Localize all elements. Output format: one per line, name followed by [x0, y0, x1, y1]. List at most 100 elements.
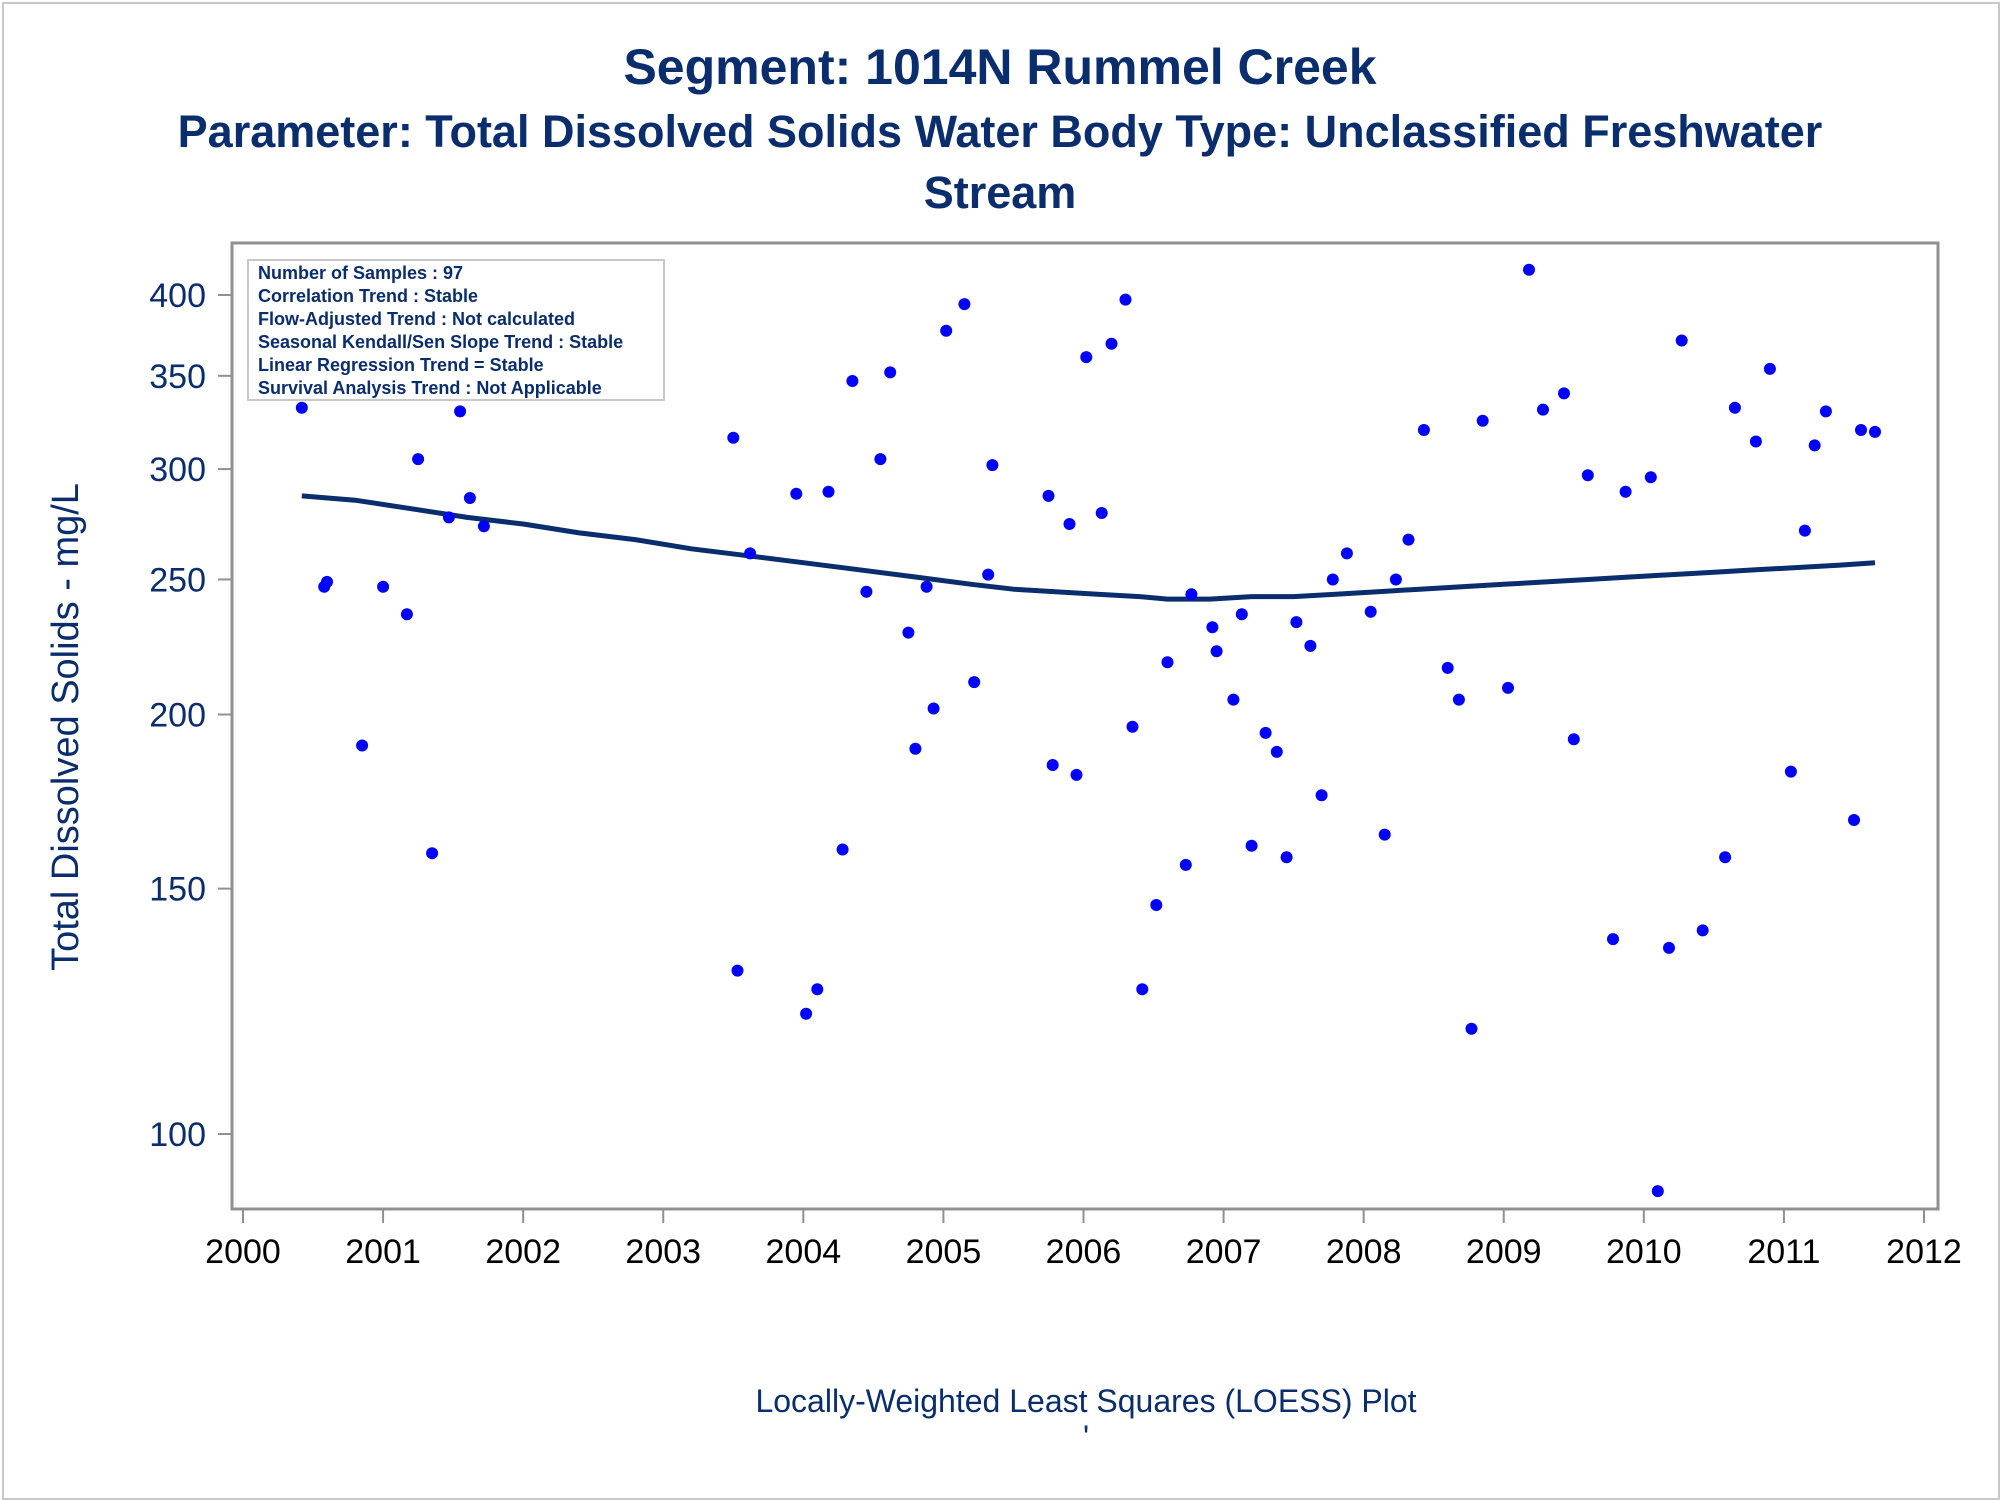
- data-point-19: [744, 547, 757, 560]
- data-point-95: [1848, 814, 1860, 826]
- data-point-15: [463, 492, 476, 504]
- x-tick-label-2002: 2002: [485, 1233, 561, 1271]
- statistics-box-frame: [247, 259, 665, 401]
- data-point-58: [1270, 745, 1283, 758]
- data-point-49: [1161, 656, 1174, 669]
- data-point-73: [1476, 414, 1489, 427]
- data-points: [295, 263, 1881, 1198]
- x-axis: 2000 2001 2002 2003 2004 2005 2006 2007 2008 2009…: [205, 1209, 1962, 1271]
- stat-sample-count: Number of Samples : 97: [258, 263, 463, 283]
- data-point-52: [1206, 621, 1219, 634]
- data-point-28: [884, 366, 897, 379]
- data-point-69: [1417, 424, 1430, 436]
- data-point-26: [860, 585, 873, 598]
- footnote-mark: ': [1083, 1419, 1089, 1455]
- data-point-86: [1696, 924, 1709, 937]
- x-tick-label-2006: 2006: [1046, 1233, 1122, 1271]
- data-point-22: [811, 983, 824, 996]
- data-point-67: [1389, 573, 1402, 586]
- x-tick-label-2007: 2007: [1186, 1233, 1262, 1271]
- data-point-50: [1179, 858, 1192, 871]
- data-point-65: [1364, 605, 1377, 618]
- data-point-38: [1042, 489, 1055, 502]
- data-point-78: [1567, 733, 1580, 746]
- x-tick-label-2003: 2003: [625, 1233, 701, 1271]
- x-tick-label-2011: 2011: [1747, 1233, 1820, 1271]
- data-point-14: [454, 405, 467, 418]
- data-point-36: [982, 568, 995, 581]
- data-point-80: [1607, 933, 1619, 946]
- stat-linear-regression-trend: Linear Regression Trend = Stable: [258, 355, 544, 375]
- data-point-45: [1119, 293, 1132, 306]
- data-point-31: [920, 580, 933, 593]
- data-point-89: [1749, 435, 1762, 448]
- data-point-11: [412, 453, 425, 466]
- data-point-27: [874, 453, 887, 466]
- data-point-75: [1523, 263, 1535, 276]
- data-point-18: [731, 964, 744, 977]
- data-point-60: [1290, 616, 1303, 629]
- y-tick-label-100: 100: [149, 1116, 206, 1154]
- data-point-72: [1465, 1022, 1478, 1035]
- stat-seasonal-kendall-trend: Seasonal Kendall/Sen Slope Trend : Stabl…: [258, 332, 623, 352]
- data-point-41: [1070, 768, 1083, 781]
- y-tick-label-250: 250: [149, 561, 206, 599]
- data-point-82: [1644, 471, 1657, 484]
- data-point-39: [1046, 759, 1059, 771]
- data-point-70: [1441, 661, 1454, 674]
- data-point-23: [822, 485, 835, 498]
- data-point-91: [1784, 765, 1797, 778]
- x-tick-label-2005: 2005: [906, 1233, 982, 1271]
- data-point-48: [1150, 899, 1163, 911]
- data-point-63: [1326, 573, 1339, 586]
- data-point-94: [1819, 405, 1832, 418]
- data-point-25: [846, 375, 859, 387]
- stat-flow-adjusted-trend: Flow-Adjusted Trend : Not calculated: [258, 309, 575, 329]
- data-point-71: [1452, 693, 1465, 706]
- data-point-33: [940, 324, 953, 337]
- data-point-51: [1185, 588, 1198, 601]
- data-point-74: [1502, 681, 1514, 694]
- data-point-97: [1869, 425, 1881, 438]
- data-point-62: [1315, 789, 1328, 802]
- data-point-21: [800, 1007, 813, 1020]
- data-point-55: [1235, 608, 1248, 621]
- data-point-92: [1798, 524, 1811, 537]
- stat-survival-analysis-trend: Survival Analysis Trend : Not Applicable: [258, 378, 602, 398]
- data-point-53: [1210, 645, 1223, 658]
- y-tick-label-400: 400: [149, 277, 206, 315]
- chart-subtitle-continued: Stream: [923, 167, 1077, 218]
- y-axis: 100 150 200 250 300 350 400: [149, 277, 232, 1154]
- x-tick-label-2009: 2009: [1466, 1233, 1542, 1271]
- footnote: Locally-Weighted Least Squares (LOESS) P…: [755, 1383, 1416, 1419]
- data-point-10: [400, 608, 413, 621]
- data-point-87: [1719, 851, 1732, 864]
- data-point-54: [1227, 693, 1240, 706]
- x-tick-label-2012: 2012: [1886, 1233, 1962, 1271]
- y-tick-label-300: 300: [149, 451, 206, 489]
- data-point-13: [442, 511, 455, 524]
- data-point-40: [1063, 518, 1076, 530]
- data-point-79: [1581, 469, 1594, 482]
- data-point-12: [426, 847, 439, 860]
- data-point-84: [1663, 941, 1675, 954]
- data-point-77: [1558, 387, 1570, 400]
- data-point-59: [1280, 851, 1293, 864]
- data-point-64: [1340, 547, 1353, 560]
- data-point-17: [727, 431, 740, 444]
- x-tick-label-2008: 2008: [1326, 1233, 1402, 1271]
- y-axis-title: Total Dissolved Solids - mg/L: [45, 483, 87, 971]
- x-tick-label-2001: 2001: [345, 1233, 421, 1271]
- data-point-44: [1105, 337, 1118, 350]
- y-tick-label-200: 200: [149, 697, 206, 735]
- chart-subtitle: Parameter: Total Dissolved Solids Water …: [177, 106, 1823, 157]
- data-point-43: [1095, 507, 1108, 519]
- x-tick-label-2010: 2010: [1606, 1233, 1682, 1271]
- data-point-42: [1080, 351, 1093, 364]
- data-point-68: [1402, 533, 1415, 546]
- data-point-3: [321, 575, 333, 588]
- data-point-34: [958, 298, 971, 311]
- data-point-6: [356, 739, 369, 752]
- data-point-96: [1855, 424, 1867, 436]
